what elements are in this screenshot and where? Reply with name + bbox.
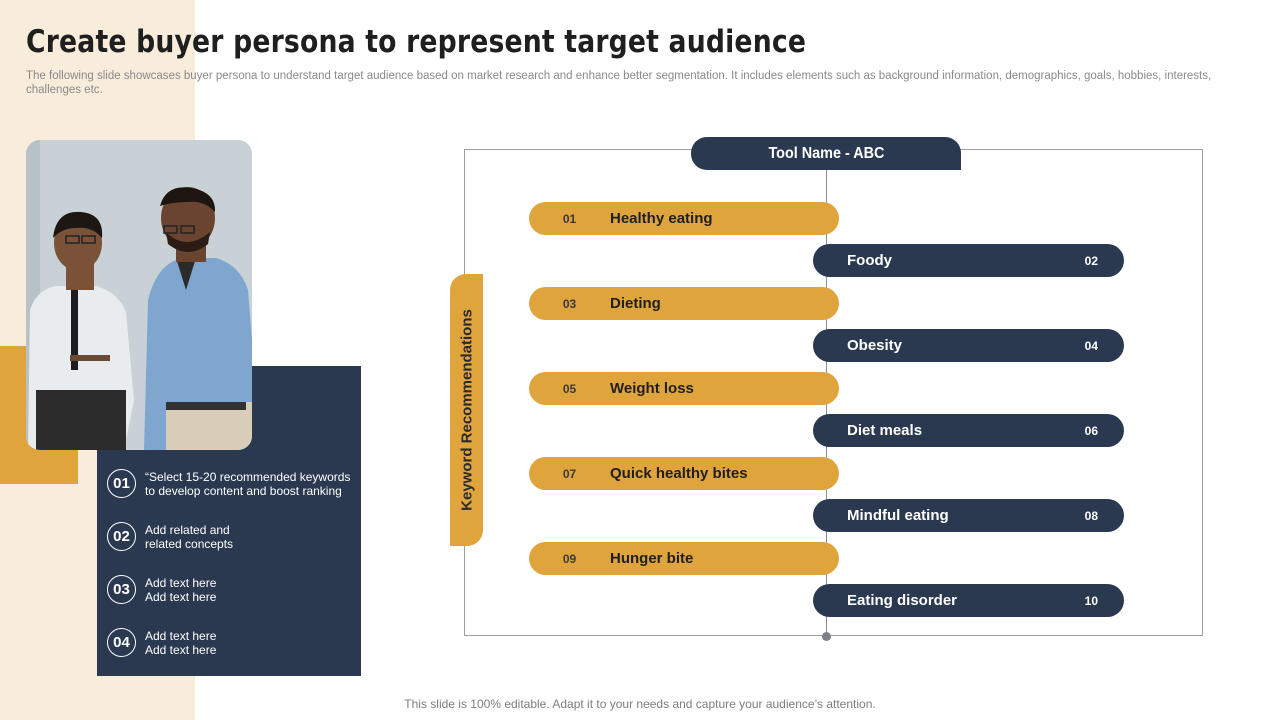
- side-label-text: Keyword Recommendations: [458, 309, 475, 511]
- keyword-number: 01: [562, 211, 577, 226]
- info-number-badge: 01: [107, 469, 136, 498]
- info-number-badge: 03: [107, 575, 136, 604]
- persona-photo: [26, 140, 252, 450]
- keyword-label: Obesity: [847, 337, 903, 354]
- info-text-line: Add text here: [145, 575, 217, 590]
- keyword-number: 05: [562, 381, 577, 396]
- info-text-line: Add related and: [145, 522, 230, 537]
- center-line-endpoint: [822, 632, 831, 641]
- info-text-line: to develop content and boost ranking: [145, 483, 342, 498]
- info-text-line: Add text here: [145, 628, 217, 643]
- slide-title: Create buyer persona to represent target…: [26, 24, 807, 60]
- keyword-pill-10: Eating disorder 10: [813, 584, 1124, 617]
- keyword-label: Healthy eating: [610, 210, 713, 227]
- keyword-number: 09: [562, 551, 577, 566]
- keyword-pill-08: Mindful eating 08: [813, 499, 1124, 532]
- keyword-number: 02: [1084, 253, 1098, 268]
- info-number-badge: 04: [107, 628, 136, 657]
- info-text-line: related concepts: [145, 536, 234, 551]
- info-item-03: 03 Add text here Add text here: [107, 575, 360, 604]
- keyword-pill-03: 03 Dieting: [529, 287, 839, 320]
- keyword-number: 07: [562, 466, 577, 481]
- keyword-pill-04: Obesity 04: [813, 329, 1124, 362]
- keyword-label: Weight loss: [610, 380, 694, 397]
- keyword-label: Foody: [847, 252, 892, 269]
- keyword-number: 03: [562, 296, 577, 311]
- keyword-number: 10: [1084, 593, 1098, 608]
- keyword-label: Diet meals: [847, 422, 923, 439]
- keyword-label: Dieting: [610, 295, 661, 312]
- info-text: Add text here Add text here: [145, 629, 360, 657]
- info-item-04: 04 Add text here Add text here: [107, 628, 360, 657]
- keyword-pill-01: 01 Healthy eating: [529, 202, 839, 235]
- slide-subtitle: The following slide showcases buyer pers…: [26, 70, 1212, 96]
- side-label-tab: Keyword Recommendations: [450, 274, 483, 546]
- keyword-pill-06: Diet meals 06: [813, 414, 1124, 447]
- two-businessmen-image: [26, 140, 252, 450]
- keyword-number: 08: [1084, 508, 1098, 523]
- keyword-label: Quick healthy bites: [610, 465, 748, 482]
- keyword-pill-07: 07 Quick healthy bites: [529, 457, 839, 490]
- info-item-01: 01 “Select 15-20 recommended keywords to…: [107, 469, 360, 498]
- info-text-line: Add text here: [145, 642, 217, 657]
- keyword-number: 04: [1084, 338, 1098, 353]
- info-item-02: 02 Add related and related concepts: [107, 522, 360, 551]
- tool-name-label: Tool Name - ABC: [767, 144, 884, 162]
- keyword-pill-02: Foody 02: [813, 244, 1124, 277]
- info-text-line: Add text here: [145, 589, 217, 604]
- keyword-label: Hunger bite: [610, 550, 694, 567]
- slide-footer: This slide is 100% editable. Adapt it to…: [404, 697, 876, 711]
- keyword-label: Mindful eating: [847, 507, 949, 524]
- tool-name-header: Tool Name - ABC: [691, 137, 961, 170]
- keyword-label: Eating disorder: [847, 592, 958, 609]
- info-text: Add related and related concepts: [145, 523, 360, 551]
- info-text-line: “Select 15-20 recommended keywords: [145, 469, 351, 484]
- keyword-number: 06: [1084, 423, 1098, 438]
- info-text: Add text here Add text here: [145, 576, 360, 604]
- info-number-badge: 02: [107, 522, 136, 551]
- keyword-pill-09: 09 Hunger bite: [529, 542, 839, 575]
- info-text: “Select 15-20 recommended keywords to de…: [145, 470, 360, 498]
- keyword-pill-05: 05 Weight loss: [529, 372, 839, 405]
